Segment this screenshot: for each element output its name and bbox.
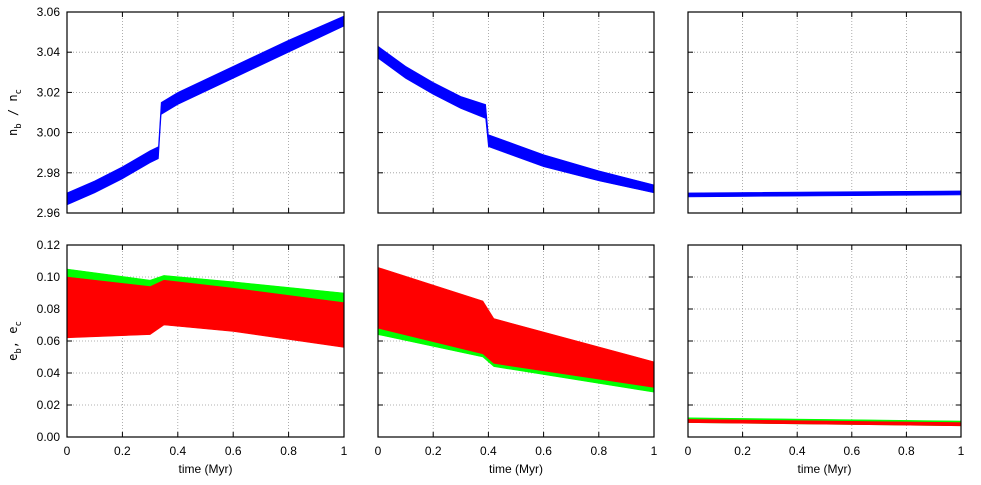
y-tick-label: 3.04 bbox=[37, 45, 61, 59]
y-tick-label: 3.02 bbox=[37, 85, 61, 99]
x-tick-label: 1 bbox=[651, 444, 658, 458]
x-tick-label: 0.4 bbox=[169, 444, 186, 458]
x-tick-label: 0.4 bbox=[789, 444, 806, 458]
y-tick-label: 0.02 bbox=[37, 398, 61, 412]
panel bbox=[377, 11, 655, 214]
x-tick-label: 0.4 bbox=[480, 444, 497, 458]
band-area bbox=[66, 276, 345, 348]
x-tick-label: 0.2 bbox=[425, 444, 442, 458]
x-tick-label: 0.6 bbox=[843, 444, 860, 458]
panel: 0 0.2 0.4 0.6 0.8 1 time (Myr) bbox=[375, 244, 658, 476]
y-label-part: / n bbox=[6, 94, 20, 123]
y-tick-label: 3.06 bbox=[37, 5, 61, 19]
plot-frame bbox=[66, 244, 345, 438]
x-axis-label: time (Myr) bbox=[179, 462, 233, 476]
x-tick-label: 0.6 bbox=[225, 444, 242, 458]
y-label-subscript: c bbox=[14, 89, 24, 94]
panel: 2.96 2.98 3.00 3.02 3.04 3.06 nb / nc bbox=[6, 5, 345, 220]
x-tick-label: 0 bbox=[64, 444, 71, 458]
panel bbox=[687, 11, 962, 214]
plot-frame bbox=[687, 244, 962, 438]
x-tick-label: 1 bbox=[958, 444, 965, 458]
panel: 0.00 0.02 0.04 0.06 0.08 0.10 0.12 0 0.2 0.4 0.6 0.… bbox=[6, 238, 348, 476]
band-area bbox=[377, 45, 655, 194]
y-label-part: , e bbox=[6, 327, 20, 349]
y-label-subscript: b bbox=[14, 123, 24, 128]
x-tick-label: 0.8 bbox=[280, 444, 297, 458]
y-axis-label: eb, ec bbox=[6, 321, 24, 361]
x-axis-label: time (Myr) bbox=[489, 462, 543, 476]
x-tick-label: 0 bbox=[685, 444, 692, 458]
x-tick-label: 0.8 bbox=[898, 444, 915, 458]
x-tick-label: 0.2 bbox=[114, 444, 131, 458]
plot-frame bbox=[377, 11, 655, 214]
y-tick-label: 0.08 bbox=[37, 302, 61, 316]
y-tick-label: 2.96 bbox=[37, 206, 61, 220]
y-tick-label: 0.12 bbox=[37, 238, 61, 252]
y-tick-label: 0.04 bbox=[37, 366, 61, 380]
y-label-subscript: b bbox=[14, 348, 24, 353]
y-label-part: e bbox=[6, 354, 20, 361]
y-tick-label: 2.98 bbox=[37, 166, 61, 180]
x-tick-label: 0 bbox=[375, 444, 382, 458]
x-tick-label: 0.2 bbox=[734, 444, 751, 458]
panel: 0 0.2 0.4 0.6 0.8 1 time (Myr) bbox=[685, 244, 965, 476]
x-tick-label: 0.6 bbox=[535, 444, 552, 458]
y-label-subscript: c bbox=[14, 321, 24, 326]
y-tick-label: 0.06 bbox=[37, 334, 61, 348]
y-tick-label: 0.00 bbox=[37, 430, 61, 444]
y-axis-label: nb / nc bbox=[6, 89, 24, 136]
x-axis-label: time (Myr) bbox=[798, 462, 852, 476]
band-area bbox=[687, 190, 962, 198]
y-tick-label: 3.00 bbox=[37, 126, 61, 140]
y-label-part: n bbox=[6, 129, 20, 136]
band-area bbox=[66, 15, 345, 206]
x-tick-label: 1 bbox=[341, 444, 348, 458]
plot-frame bbox=[377, 244, 655, 438]
x-tick-label: 0.8 bbox=[590, 444, 607, 458]
plot-frame bbox=[687, 11, 962, 214]
y-tick-label: 0.10 bbox=[37, 270, 61, 284]
plot-frame bbox=[66, 11, 345, 214]
